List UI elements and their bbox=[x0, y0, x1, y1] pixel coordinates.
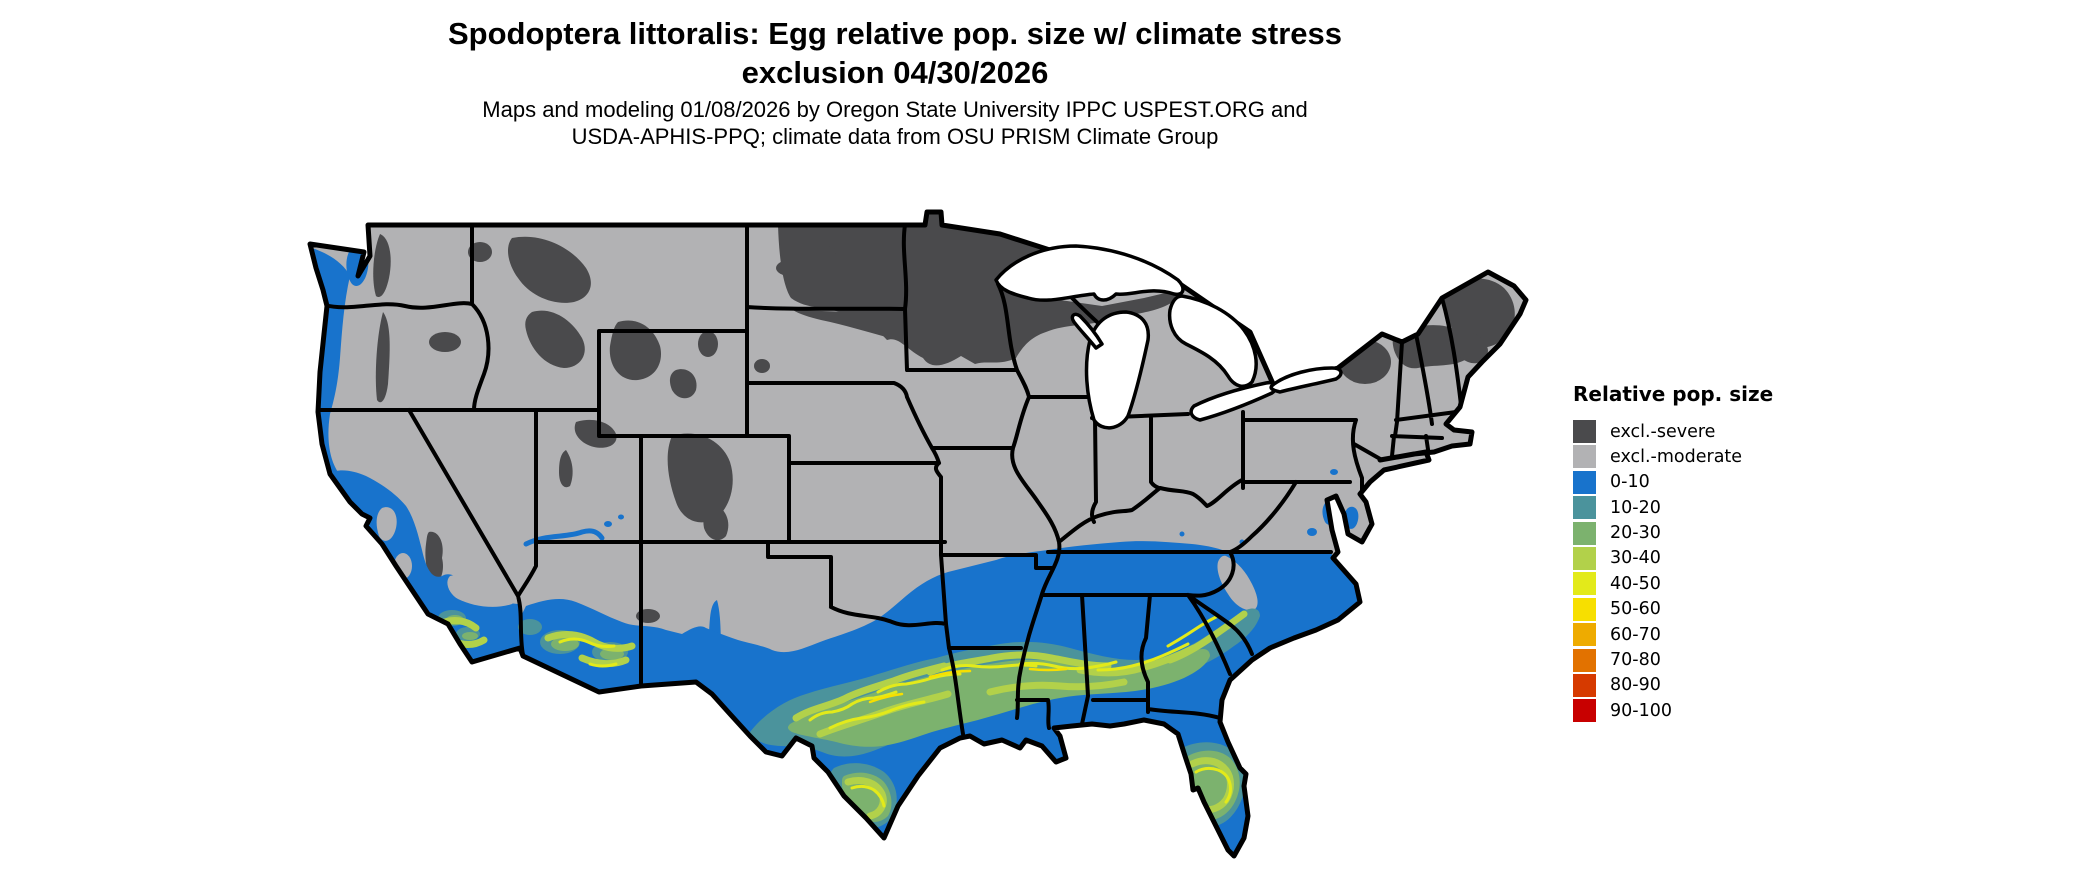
legend-item-70-80: 70-80 bbox=[1573, 648, 1773, 672]
lake-erie bbox=[1189, 380, 1278, 422]
legend-label: excl.-severe bbox=[1610, 421, 1716, 442]
lake-huron bbox=[1167, 294, 1258, 388]
legend-title: Relative pop. size bbox=[1573, 382, 1774, 406]
layer-pop-40-50 bbox=[558, 614, 1232, 808]
legend-label: 80-90 bbox=[1610, 675, 1661, 696]
legend-swatch bbox=[1573, 496, 1596, 520]
legend-item-excl-severe: excl.-severe bbox=[1573, 420, 1773, 443]
legend-swatch bbox=[1573, 597, 1596, 621]
legend-swatch bbox=[1573, 572, 1596, 596]
keys-dots bbox=[1204, 858, 1240, 870]
legend-item-80-90: 80-90 bbox=[1573, 673, 1773, 697]
legend-item-excl-moderate: excl.-moderate bbox=[1573, 445, 1773, 469]
legend-label: 10-20 bbox=[1610, 497, 1661, 518]
green-bay bbox=[1070, 312, 1104, 350]
legend-swatch bbox=[1573, 546, 1596, 570]
legend-item-0-10: 0-10 bbox=[1573, 470, 1773, 494]
legend-item-30-40: 30-40 bbox=[1573, 546, 1773, 570]
legend-swatch bbox=[1573, 623, 1596, 647]
title-line-1: Spodoptera littoralis: Egg relative pop.… bbox=[447, 16, 1343, 51]
subtitle-line-2: USDA-APHIS-PPQ; climate data from OSU PR… bbox=[571, 124, 1219, 149]
legend-item-10-20: 10-20 bbox=[1573, 496, 1773, 520]
legend-rows: excl.-severe excl.-moderate 0-10 10-20 2… bbox=[1573, 420, 1773, 723]
legend: Relative pop. size excl.-severe excl.-mo… bbox=[1573, 382, 1773, 725]
legend-label: 90-100 bbox=[1610, 700, 1672, 721]
great-lakes bbox=[994, 244, 1343, 430]
legend-label: 70-80 bbox=[1610, 650, 1661, 671]
lake-ontario bbox=[1269, 366, 1343, 394]
legend-item-60-70: 60-70 bbox=[1573, 623, 1773, 647]
legend-label: excl.-moderate bbox=[1610, 446, 1743, 467]
page-subtitle: Maps and modeling 01/08/2026 by Oregon S… bbox=[0, 96, 1790, 150]
layer-pop-50-60 bbox=[868, 667, 1068, 704]
legend-swatch bbox=[1573, 521, 1596, 545]
layer-grand-canyon-river bbox=[523, 528, 605, 547]
legend-swatch bbox=[1573, 420, 1596, 443]
legend-swatch bbox=[1573, 673, 1596, 697]
legend-label: 40-50 bbox=[1610, 573, 1661, 594]
us-outline bbox=[307, 209, 1529, 859]
legend-swatch bbox=[1573, 470, 1596, 494]
legend-label: 20-30 bbox=[1610, 523, 1661, 544]
lake-superior bbox=[994, 244, 1185, 302]
title-line-2: exclusion 04/30/2026 bbox=[741, 55, 1049, 90]
legend-label: 60-70 bbox=[1610, 624, 1661, 645]
legend-swatch bbox=[1573, 445, 1596, 469]
legend-swatch bbox=[1573, 648, 1596, 672]
legend-item-50-60: 50-60 bbox=[1573, 597, 1773, 621]
legend-item-40-50: 40-50 bbox=[1573, 572, 1773, 596]
legend-label: 50-60 bbox=[1610, 599, 1661, 620]
page-title: Spodoptera littoralis: Egg relative pop.… bbox=[0, 14, 1790, 92]
legend-swatch bbox=[1573, 699, 1596, 723]
legend-label: 30-40 bbox=[1610, 548, 1661, 569]
legend-item-20-30: 20-30 bbox=[1573, 521, 1773, 545]
legend-item-90-100: 90-100 bbox=[1573, 699, 1773, 723]
subtitle-line-1: Maps and modeling 01/08/2026 by Oregon S… bbox=[482, 97, 1308, 122]
us-distribution-map bbox=[230, 172, 1530, 882]
state-borders bbox=[316, 223, 1463, 736]
map-svg bbox=[307, 209, 1529, 870]
legend-label: 0-10 bbox=[1610, 472, 1650, 493]
